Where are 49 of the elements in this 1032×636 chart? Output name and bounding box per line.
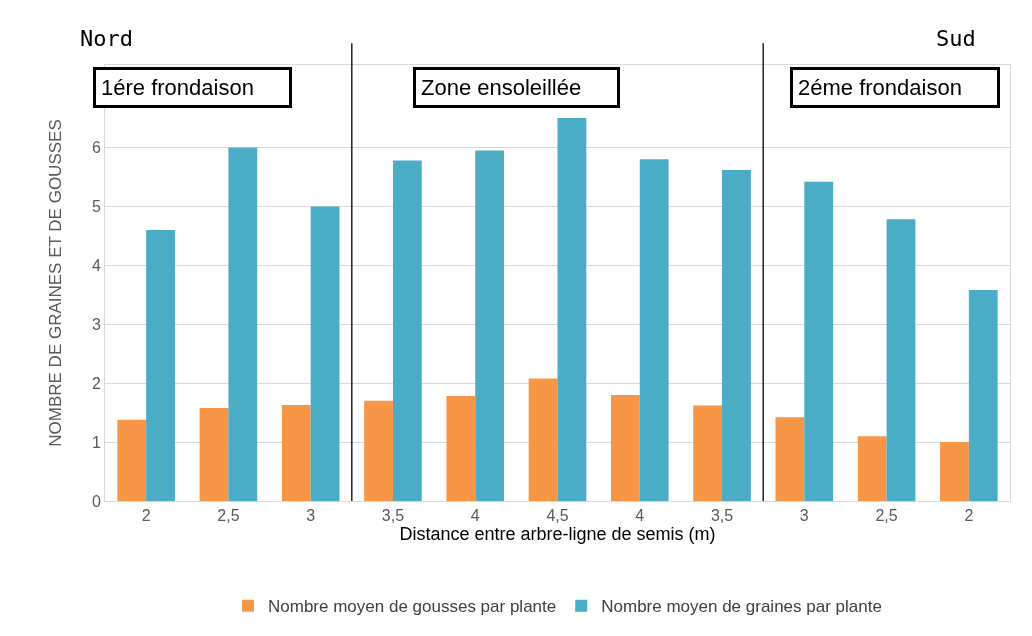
bar <box>392 160 422 501</box>
x-tick-label: 2 <box>141 507 151 525</box>
y-tick-label: 0 <box>91 492 101 510</box>
annotation: 2éme frondaison <box>798 75 993 100</box>
y-axis-title: NOMBRE DE GRAINES ET DE GOUSSES <box>46 119 65 447</box>
bar <box>281 404 311 501</box>
y-tick-label: 5 <box>91 198 101 216</box>
bar <box>146 229 175 501</box>
x-tick-label: 4,5 <box>546 507 569 525</box>
bar <box>968 290 998 501</box>
bar <box>528 378 558 501</box>
y-tick-label: 6 <box>91 139 101 157</box>
bar <box>693 405 723 501</box>
bar <box>610 394 640 501</box>
bar <box>475 150 505 501</box>
y-tick-label: 4 <box>91 256 101 274</box>
bar <box>722 169 751 501</box>
bar <box>364 400 393 501</box>
x-tick-label: 3 <box>799 507 809 525</box>
bar <box>775 417 805 501</box>
x-tick-label: 2 <box>964 507 974 525</box>
y-tick-label: 1 <box>91 433 101 451</box>
bar <box>446 396 476 501</box>
x-tick-label: 3,5 <box>381 507 405 525</box>
bar <box>199 407 229 501</box>
legend-label: Nombre moyen de gousses par plante <box>268 597 557 617</box>
x-axis-title: Distance entre arbre-ligne de semis (m) <box>399 524 716 545</box>
bar <box>639 159 669 501</box>
bar <box>940 442 969 501</box>
legend-label: Nombre moyen de graines par plante <box>601 597 882 617</box>
x-tick-label: 3 <box>306 507 316 525</box>
annotation: 1ére frondaison <box>101 75 285 100</box>
bar <box>804 181 834 501</box>
text: Nord <box>80 26 133 51</box>
text: Sud <box>936 26 976 51</box>
x-tick-label: 2,5 <box>875 507 898 525</box>
bar <box>228 147 258 501</box>
x-tick-label: 2,5 <box>217 507 240 525</box>
bar <box>117 419 147 501</box>
annotation: Zone ensoleillée <box>421 75 612 100</box>
x-tick-label: 3,5 <box>710 507 734 525</box>
bar <box>557 118 587 501</box>
bar <box>310 206 340 501</box>
x-tick-label: 4 <box>635 507 645 525</box>
y-tick-label: 2 <box>91 374 101 392</box>
bar <box>857 436 887 501</box>
x-tick-label: 4 <box>470 507 480 525</box>
y-tick-label: 3 <box>91 315 101 333</box>
bar <box>886 219 916 501</box>
